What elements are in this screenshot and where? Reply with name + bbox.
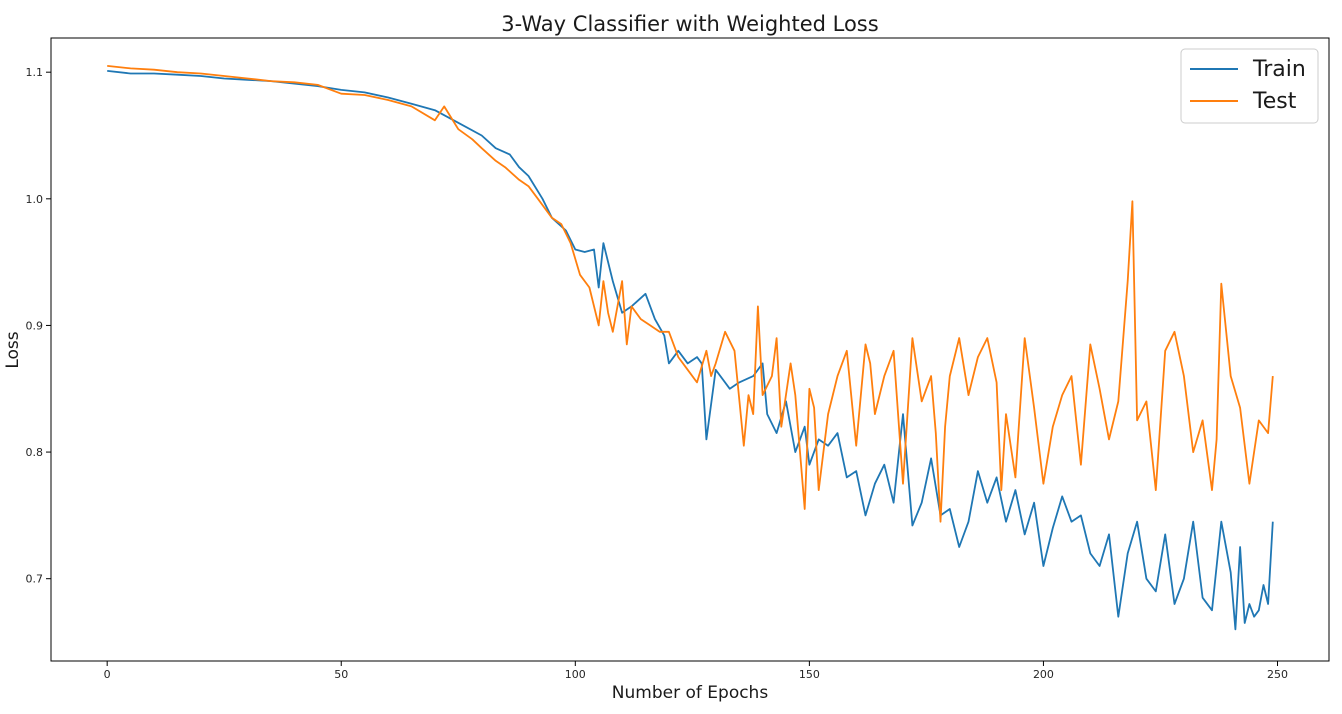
x-tick-label: 100 [565,668,586,681]
series-line-train [107,70,1274,631]
x-axis-ticks: 0 50 100 150 200 250 [104,661,1288,681]
series-line-test [107,65,1274,523]
chart-title: 3-Way Classifier with Weighted Loss [501,12,878,36]
plot-area [50,37,1330,662]
y-tick-label: 0.8 [26,446,44,459]
x-tick-label: 150 [799,668,820,681]
y-axis-label: Loss [3,331,23,368]
y-tick-label: 0.7 [26,573,44,586]
x-tick-label: 250 [1267,668,1288,681]
x-tick-label: 200 [1033,668,1054,681]
legend-label-train: Train [1252,57,1306,82]
legend: Train Test [1180,48,1319,124]
x-axis-label: Number of Epochs [612,683,769,703]
x-tick-label: 50 [334,668,348,681]
series-lines [107,65,1274,631]
y-tick-label: 1.0 [26,193,44,206]
y-tick-label: 0.9 [26,319,44,332]
plot-frame [50,37,1330,662]
x-tick-label: 0 [104,668,111,681]
legend-label-test: Test [1252,89,1297,114]
legend-box [1180,48,1319,124]
y-tick-label: 1.1 [26,66,44,79]
y-axis-ticks: 0.7 0.8 0.9 1.0 1.1 [26,66,51,586]
